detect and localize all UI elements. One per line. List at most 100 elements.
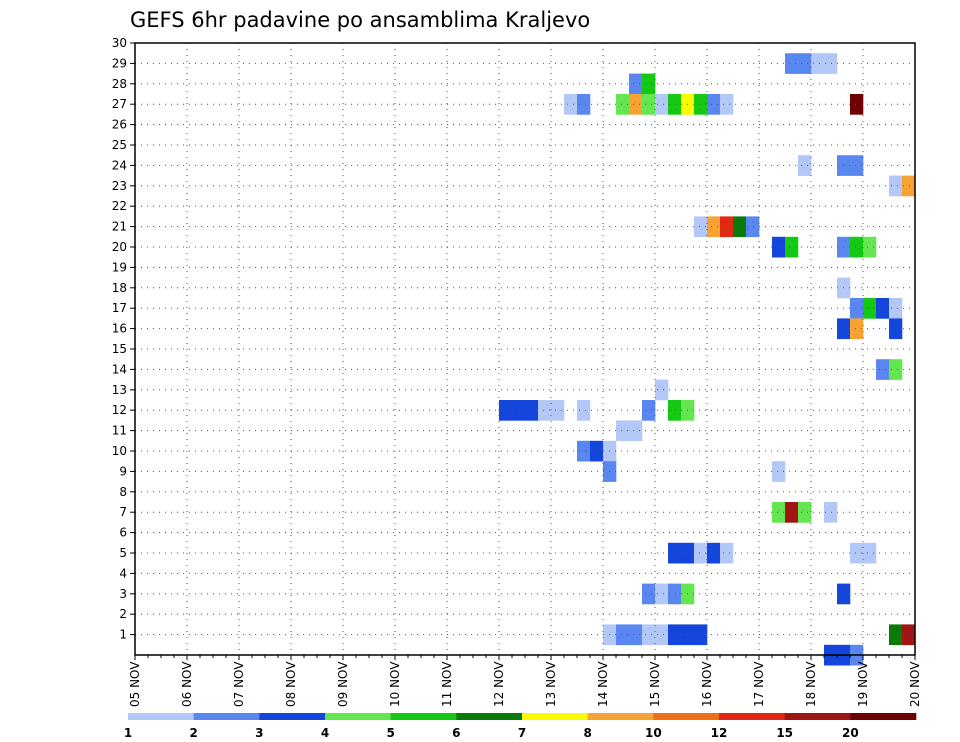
colorbar-segment <box>522 713 588 720</box>
heatmap-cell <box>720 216 734 238</box>
colorbar-label: 8 <box>583 726 591 740</box>
y-tick-label: 4 <box>119 566 127 580</box>
heatmap-cell <box>655 379 669 401</box>
y-tick-label: 16 <box>112 322 127 336</box>
y-tick-label: 18 <box>112 281 127 295</box>
y-tick-label: 6 <box>119 526 127 540</box>
colorbar-segment <box>193 713 260 720</box>
heatmap-cell <box>642 583 656 605</box>
heatmap-cell <box>785 236 799 258</box>
heatmap-cell <box>772 502 786 523</box>
heatmap-cell <box>772 236 786 258</box>
colorbar-segment <box>784 713 851 720</box>
heatmap-cell <box>824 502 838 523</box>
colorbar-segment <box>259 713 326 720</box>
colorbar-segment <box>390 713 457 720</box>
x-tick-label: 14 NOV <box>596 661 610 707</box>
y-tick-label: 21 <box>112 220 127 234</box>
y-tick-label: 2 <box>119 607 127 621</box>
y-tick-label: 29 <box>112 56 127 70</box>
heatmap-cell <box>733 216 747 238</box>
heatmap-cell <box>538 400 552 421</box>
heatmap-cell <box>863 542 877 564</box>
heatmap-cell <box>863 298 877 319</box>
y-tick-label: 12 <box>112 403 127 417</box>
y-tick-label: 20 <box>112 240 127 254</box>
x-tick-label: 16 NOV <box>700 661 714 707</box>
y-tick-label: 28 <box>112 77 127 91</box>
heatmap-cell <box>694 542 708 564</box>
heatmap-cell <box>577 94 591 115</box>
y-tick-label: 22 <box>112 199 127 213</box>
heatmap-cell <box>668 583 682 605</box>
heatmap-cell <box>642 73 656 95</box>
heatmap-cell <box>876 359 890 380</box>
heatmap-cell <box>850 318 864 340</box>
colorbar-label: 7 <box>518 726 526 740</box>
x-tick-label: 06 NOV <box>180 661 194 707</box>
colorbar-label: 1 <box>124 726 132 740</box>
x-tick-label: 10 NOV <box>388 661 402 707</box>
cells-layer <box>499 53 916 666</box>
colorbar-segment <box>128 713 194 720</box>
heatmap-cell <box>551 400 565 421</box>
heatmap-cell <box>889 359 903 380</box>
colorbar-label: 15 <box>776 726 793 740</box>
heatmap-cell <box>668 94 682 115</box>
heatmap-cell <box>694 624 708 646</box>
colorbar-label: 4 <box>321 726 329 740</box>
heatmap-cell <box>642 94 656 115</box>
heatmap-cell <box>512 400 526 421</box>
heatmap-cell <box>785 53 799 74</box>
x-tick-label: 08 NOV <box>284 661 298 707</box>
heatmap-cell <box>629 420 643 442</box>
heatmap-cell <box>694 94 708 115</box>
x-tick-label: 09 NOV <box>336 661 350 707</box>
heatmap-cell <box>798 53 812 74</box>
x-tick-label: 18 NOV <box>804 661 818 707</box>
colorbar-label: 10 <box>645 726 662 740</box>
heatmap-cell <box>720 94 734 115</box>
heatmap-cell <box>707 216 721 238</box>
heatmap-cell <box>629 73 643 95</box>
heatmap-cell <box>590 440 604 462</box>
y-tick-label: 10 <box>112 444 127 458</box>
colorbar-segment <box>719 713 785 720</box>
y-tick-label: 1 <box>119 628 127 642</box>
x-tick-label: 13 NOV <box>544 661 558 707</box>
y-tick-label: 30 <box>112 36 127 50</box>
heatmap-cell <box>577 400 591 421</box>
heatmap-cell <box>889 175 903 197</box>
x-tick-label: 05 NOV <box>128 661 142 707</box>
y-tick-label: 5 <box>119 546 127 560</box>
heatmap-cell <box>668 400 682 421</box>
heatmap-cell <box>694 216 708 238</box>
colorbar-segment <box>456 713 523 720</box>
heatmap-cell <box>850 236 864 258</box>
heatmap-cell <box>655 624 669 646</box>
colorbar-label: 5 <box>386 726 394 740</box>
colorbar-label: 20 <box>842 726 859 740</box>
heatmap-cell <box>889 298 903 319</box>
heatmap-cell <box>564 94 578 115</box>
heatmap-cell <box>668 624 682 646</box>
heatmap-cell <box>798 155 812 176</box>
heatmap-cell <box>850 542 864 564</box>
colorbar-label: 3 <box>255 726 263 740</box>
heatmap-cell <box>889 624 903 646</box>
heatmap-cell <box>642 400 656 421</box>
heatmap-cell <box>616 94 630 115</box>
heatmap-cell <box>655 94 669 115</box>
heatmap-cell <box>902 175 916 197</box>
heatmap-cell <box>499 400 513 421</box>
colorbar: 1 2 3 4 5 6 7 8 10 12 15 20 <box>124 713 917 740</box>
y-tick-label: 23 <box>112 179 127 193</box>
y-tick-label: 13 <box>112 383 127 397</box>
heatmap-cell <box>707 94 721 115</box>
heatmap-cell <box>616 624 630 646</box>
heatmap-cell <box>720 542 734 564</box>
heatmap-cell <box>876 298 890 319</box>
heatmap-cell <box>850 94 864 115</box>
heatmap-cell <box>850 298 864 319</box>
